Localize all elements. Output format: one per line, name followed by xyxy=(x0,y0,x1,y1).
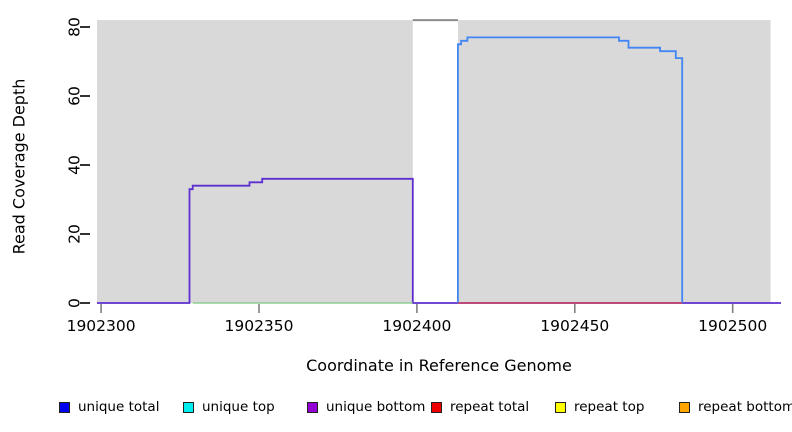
y-tick-label: 20 xyxy=(65,224,83,244)
x-tick-label: 1902500 xyxy=(698,317,767,335)
x-tick-label: 1902400 xyxy=(382,317,451,335)
x-axis-label: Coordinate in Reference Genome xyxy=(306,356,572,375)
legend-item-unique-top: unique top xyxy=(183,399,275,415)
legend-label: unique total xyxy=(78,399,160,415)
legend-item-repeat-top: repeat top xyxy=(555,399,644,415)
legend-swatch-icon xyxy=(431,401,442,413)
legend-label: repeat total xyxy=(450,399,530,415)
legend-item-unique-bottom: unique bottom xyxy=(307,399,425,415)
legend-item-repeat-bottom: repeat bottom xyxy=(679,399,792,415)
legend-item-repeat-total: repeat total xyxy=(431,399,529,415)
x-tick-label: 1902300 xyxy=(67,317,136,335)
right-coverage-region xyxy=(457,20,771,303)
left-coverage-region xyxy=(97,20,413,303)
legend-item-unique-total: unique total xyxy=(59,399,159,415)
chart-legend: unique total unique top unique bottom repea… xyxy=(0,399,792,423)
coverage-chart: 0 20 40 60 80 1902300 1902350 1902400 1902450 190… xyxy=(65,17,781,335)
y-axis-label: Read Coverage Depth xyxy=(9,78,29,255)
y-tick-label: 60 xyxy=(65,86,83,106)
legend-label: unique top xyxy=(202,399,275,415)
legend-swatch-icon xyxy=(307,401,318,413)
legend-label: repeat top xyxy=(574,399,645,415)
legend-label: repeat bottom xyxy=(698,399,792,415)
y-tick-label: 40 xyxy=(65,155,83,175)
legend-swatch-icon xyxy=(183,401,194,413)
legend-label: unique bottom xyxy=(326,399,426,415)
y-tick-label: 80 xyxy=(65,17,83,37)
series-unique-bottom xyxy=(97,177,781,304)
legend-swatch-icon xyxy=(679,401,690,413)
x-tick-label: 1902350 xyxy=(224,317,293,335)
x-tick-label: 1902450 xyxy=(540,317,609,335)
y-tick-label: 0 xyxy=(65,298,83,308)
series-unique-total xyxy=(457,36,684,303)
legend-swatch-icon xyxy=(59,401,70,413)
legend-swatch-icon xyxy=(555,401,566,413)
